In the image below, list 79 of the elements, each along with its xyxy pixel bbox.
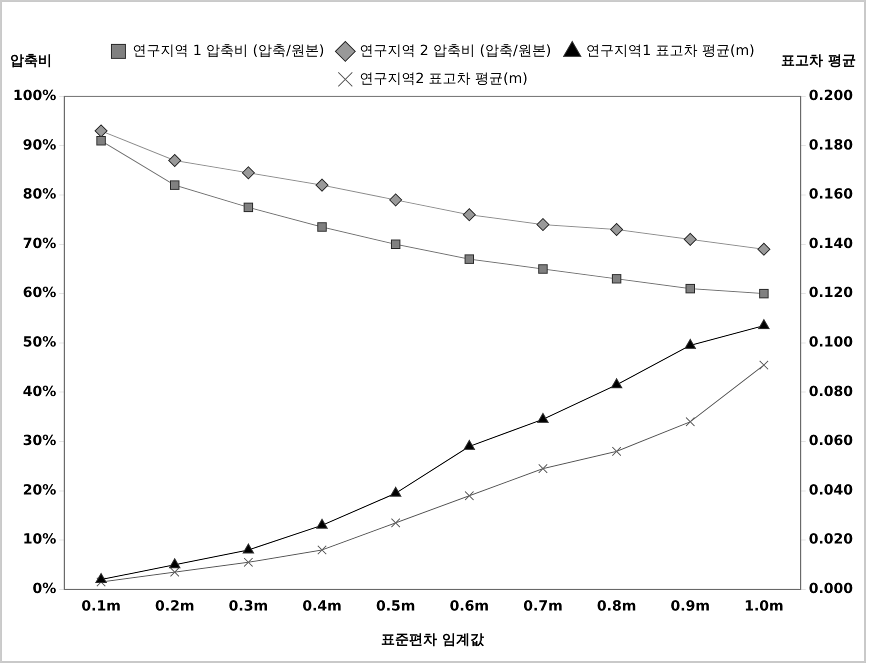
point [536,218,550,232]
point [244,202,254,212]
point [242,543,254,554]
legend-label: 연구지역 1 압축비 (압축/원본) [132,43,324,60]
y2-tick-label: 0.100 [808,334,854,351]
y2-tick-label: 0.060 [808,433,854,450]
point [464,254,474,264]
y-tick-label: 60% [22,285,56,302]
y-tick-label: 10% [22,532,56,548]
point [95,573,107,584]
point [758,319,770,330]
y-tick-label: 70% [22,236,56,252]
point [316,518,328,529]
point [462,208,476,222]
x-tick-label: 0.1m [81,598,121,614]
point [538,264,548,274]
y2-tick-label: 0.120 [808,285,854,302]
point [96,136,106,146]
x-tick-label: 0.5m [376,598,416,614]
x-tick-label: 0.8m [596,598,636,614]
y2-tick-label: 0.020 [808,532,854,548]
point [612,446,622,456]
point [96,577,106,587]
y-tick-label: 30% [22,433,56,450]
point [464,490,474,500]
point [610,378,622,388]
y2-tick-label: 0.080 [808,384,854,400]
point [168,154,182,167]
legend-label: 연구지역2 표고차 평균(m) [359,71,528,88]
point [759,360,769,370]
point [390,518,400,528]
point [170,180,180,190]
y-tick-label: 100% [12,88,56,104]
point [686,417,695,427]
point [390,240,400,250]
y-tick-label: 50% [22,334,56,351]
point [94,124,108,138]
x-tick-label: 1.0m [744,598,784,614]
x-tick-label: 0.3m [228,598,268,614]
y2-tick-label: 0.180 [808,137,854,154]
y2-tick-label: 0.040 [808,482,854,498]
point [389,193,402,206]
x-tick-label: 0.7m [523,598,563,614]
point [169,558,180,568]
point [759,288,769,298]
y2-tick-label: 0.140 [808,236,854,252]
point [610,223,624,236]
y-tick-label: 40% [22,384,56,400]
point [537,412,549,423]
point [612,274,622,284]
x-tick-label: 0.2m [155,598,194,614]
point [686,284,695,294]
point [684,338,696,349]
x-tick-label: 0.9m [670,598,710,614]
point [242,166,255,180]
y-tick-label: 80% [22,186,56,203]
legend-label: 연구지역 2 압축비 (압축/원본) [359,43,552,60]
point [464,440,476,450]
y-axis-title: 압축비 [10,53,52,70]
point [317,222,327,232]
point [317,545,327,555]
y2-tick-label: 0.000 [808,581,854,598]
x-tick-label: 0.6m [450,598,490,614]
legend-label: 연구지역1 표고차 평균(m) [586,43,755,60]
y-tick-label: 0% [32,581,56,598]
point [684,232,697,246]
y2-tick-label: 0.200 [808,88,854,104]
x-tick-label: 0.4m [302,598,342,614]
point [757,242,770,256]
y2-axis-title: 표고차 평균 [781,53,856,70]
y2-tick-label: 0.160 [808,186,854,203]
point [316,178,329,192]
y-tick-label: 20% [22,482,56,498]
point [390,486,402,497]
point [244,558,254,568]
x-axis-title: 표준편차 임계값 [381,632,485,648]
point [170,567,180,577]
point [538,464,548,474]
y-tick-label: 90% [22,137,56,154]
